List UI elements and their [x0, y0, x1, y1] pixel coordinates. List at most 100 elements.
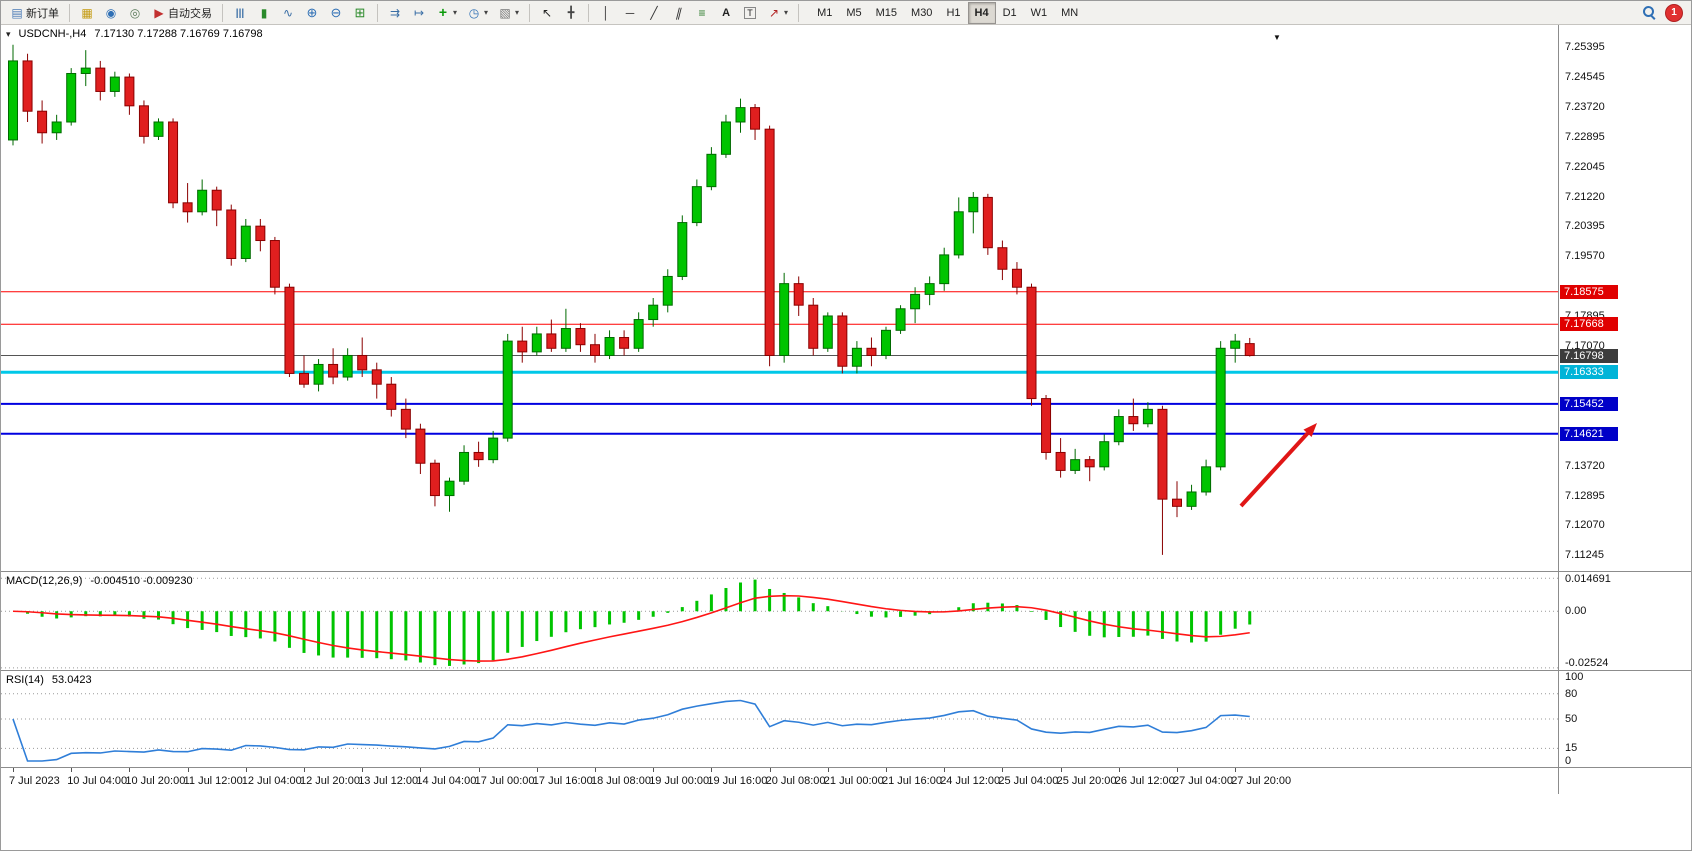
timeframe-h1[interactable]: H1 — [946, 6, 961, 19]
notification-badge[interactable]: 1 — [1665, 3, 1683, 22]
cursor-icon — [540, 5, 554, 21]
candlestick-chart-button[interactable] — [252, 2, 276, 24]
text-label-button[interactable] — [738, 2, 762, 24]
arrows-button[interactable]: ▾ — [762, 2, 793, 24]
fullscreen-button[interactable] — [123, 2, 147, 24]
time-axis[interactable]: 7 Jul 2023 10 Jul 04:00 10 Jul 20:00 11 Jul… — [1, 768, 1558, 794]
templates-button[interactable]: ▾ — [493, 2, 524, 24]
timeframe-m30[interactable]: M30 — [911, 6, 933, 19]
macd-chart-canvas[interactable] — [1, 572, 1558, 670]
zoom-in-button[interactable] — [300, 2, 324, 24]
auto-trading-button[interactable]: 自动交易 — [147, 2, 217, 24]
annotation-arrow-head[interactable] — [1303, 423, 1317, 438]
indicators-button[interactable]: ▾ — [431, 2, 462, 24]
auto-trading-icon — [152, 5, 166, 21]
new-order-button[interactable]: 新订单 — [5, 2, 64, 24]
candle — [517, 340, 528, 353]
chart-dropdown-icon[interactable] — [1273, 27, 1285, 37]
rsi-chart-canvas[interactable] — [1, 671, 1558, 767]
candle — [633, 319, 644, 349]
rsi-axis[interactable]: 100 80 50 15 0 — [1559, 671, 1691, 767]
time-axis-tick — [886, 768, 887, 772]
rsi-pane[interactable]: RSI(14) 53.0423 — [1, 671, 1558, 767]
marketwatch-button[interactable] — [75, 2, 99, 24]
dropdown-caret-icon: ▾ — [784, 8, 789, 17]
line-chart-button[interactable] — [276, 2, 300, 24]
macd-axis[interactable]: 0.014691 0.00 -0.02524 — [1559, 572, 1691, 670]
macd-axis-label: 0.014691 — [1565, 573, 1611, 585]
macd-axis-label: -0.02524 — [1565, 657, 1609, 669]
periods-button[interactable]: ▾ — [462, 2, 493, 24]
vertical-line-icon — [599, 5, 613, 21]
zoom-in-icon — [305, 5, 319, 21]
candle — [51, 121, 62, 134]
candle — [924, 283, 935, 295]
candle — [22, 60, 33, 112]
candle — [793, 283, 804, 306]
chart-shift-button[interactable] — [407, 2, 431, 24]
price-axis[interactable]: 7.25395 7.24545 7.23720 7.22895 7.22045 7.212… — [1559, 25, 1691, 571]
candle — [95, 67, 106, 92]
candle — [735, 107, 746, 123]
price-pane[interactable]: USDCNH-,H4 7.17130 7.17288 7.16769 7.167… — [1, 25, 1558, 571]
timeframe-w1[interactable]: W1 — [1030, 6, 1048, 19]
time-axis-label: 27 Jul 04:00 — [1173, 775, 1233, 787]
price-chart-canvas[interactable] — [1, 25, 1558, 571]
pane-divider[interactable] — [1, 571, 1691, 572]
cursor-button[interactable] — [535, 2, 559, 24]
text-button[interactable] — [714, 2, 738, 24]
timeframe-m1[interactable]: M1 — [817, 6, 833, 19]
bar-chart-button[interactable] — [228, 2, 252, 24]
time-axis-label: 10 Jul 20:00 — [125, 775, 186, 787]
candle — [546, 333, 557, 349]
time-axis-tick — [536, 768, 538, 772]
horizontal-line-button[interactable] — [618, 2, 642, 24]
toolbar-separator — [222, 3, 223, 22]
macd-pane[interactable]: MACD(12,26,9) -0.004510 -0.009230 — [1, 572, 1558, 670]
vertical-line-button[interactable] — [594, 2, 618, 24]
support-line-cyan-badge: 7.16333 — [1560, 365, 1618, 380]
timeframe-m5[interactable]: M5 — [846, 6, 862, 19]
candle — [982, 196, 993, 249]
time-axis-label: 12 Jul 20:00 — [300, 775, 360, 787]
price-axis-label: 7.11245 — [1565, 549, 1604, 561]
pane-divider[interactable] — [1, 767, 1691, 768]
price-axis-label: 7.12895 — [1565, 489, 1605, 502]
candle — [575, 328, 586, 346]
macd-title-bar: MACD(12,26,9) -0.004510 -0.009230 — [6, 575, 193, 587]
zoom-out-button[interactable] — [324, 2, 348, 24]
time-axis-tick — [129, 768, 131, 772]
candle — [138, 105, 149, 137]
time-axis-label: 20 Jul 08:00 — [765, 775, 826, 787]
candle — [953, 211, 964, 256]
timeframe-mn[interactable]: MN — [1061, 6, 1079, 19]
annotation-arrow[interactable] — [1239, 431, 1310, 508]
candle — [371, 369, 382, 385]
timeframe-d1[interactable]: D1 — [1002, 6, 1017, 19]
auto-scroll-button[interactable] — [383, 2, 407, 24]
pane-divider[interactable] — [1, 670, 1691, 671]
toolbar-separator — [588, 3, 590, 22]
tile-windows-button[interactable] — [348, 2, 372, 24]
support-line-blue-1-badge: 7.15452 — [1560, 396, 1618, 411]
chart-collapse-icon[interactable] — [6, 28, 11, 40]
profiles-button[interactable] — [99, 2, 123, 24]
candle — [124, 76, 135, 107]
current-price-line-badge: 7.16798 — [1560, 348, 1618, 363]
candle — [706, 153, 717, 188]
search-icon[interactable] — [1642, 5, 1657, 20]
time-axis-label: 7 Jul 2023 — [9, 775, 60, 787]
rsi-axis-label: 50 — [1565, 713, 1578, 725]
timeframe-h4[interactable]: H4 — [967, 1, 996, 24]
candle — [691, 186, 702, 224]
crosshair-button[interactable] — [559, 2, 583, 24]
candle — [488, 437, 499, 461]
candle — [1099, 441, 1110, 468]
candle — [866, 347, 877, 356]
timeframe-m15[interactable]: M15 — [875, 6, 898, 19]
trendline-button[interactable] — [642, 2, 666, 24]
price-axis-label: 7.20395 — [1565, 220, 1605, 233]
channel-button[interactable] — [666, 2, 690, 24]
fibonacci-button[interactable] — [690, 2, 714, 24]
